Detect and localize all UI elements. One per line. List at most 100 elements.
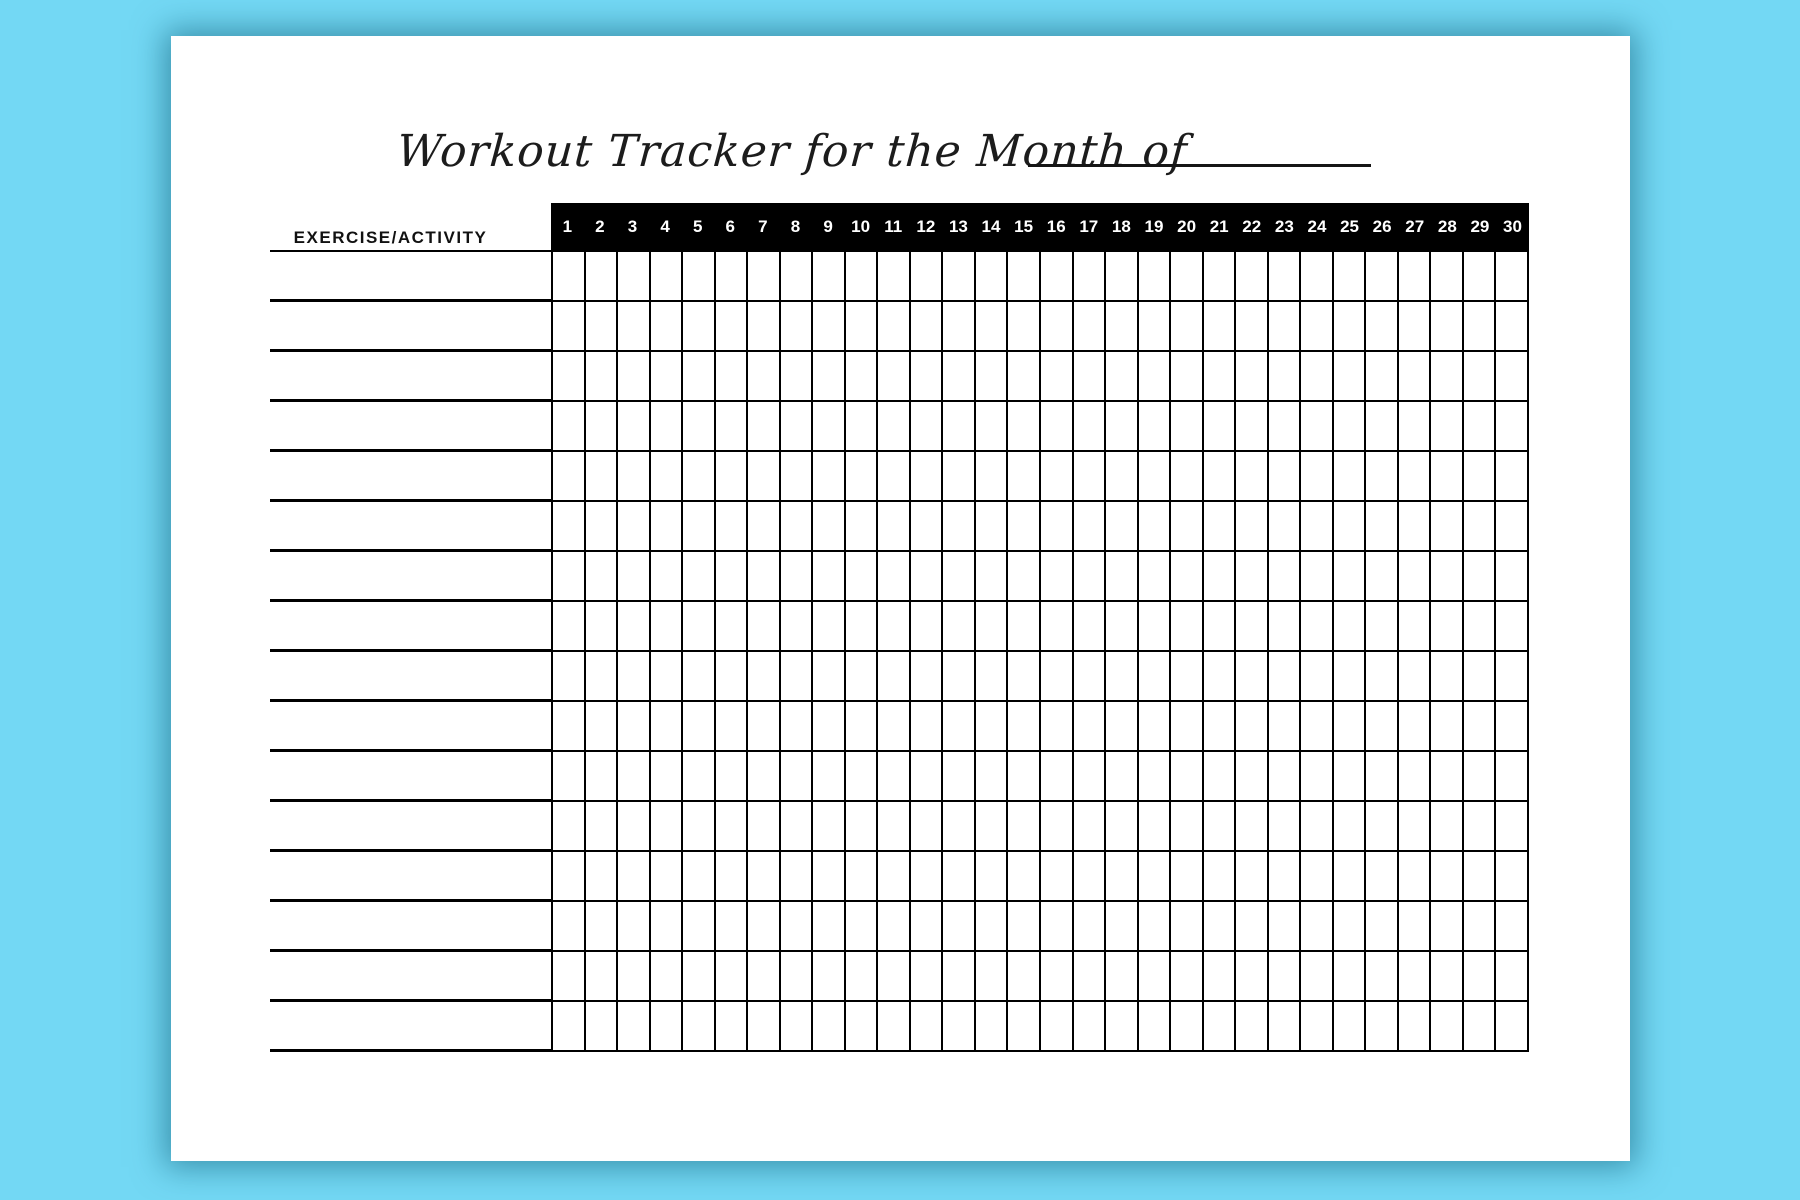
day-cell[interactable]	[1268, 552, 1302, 602]
day-cell[interactable]	[1301, 952, 1334, 1002]
day-cell[interactable]	[1366, 652, 1399, 702]
day-cell[interactable]	[910, 502, 944, 552]
day-cell[interactable]	[1073, 952, 1107, 1002]
day-cell[interactable]	[650, 752, 684, 802]
day-cell[interactable]	[1268, 502, 1302, 552]
day-cell[interactable]	[553, 302, 586, 352]
day-cell[interactable]	[650, 552, 684, 602]
day-cell[interactable]	[1203, 852, 1237, 902]
day-cell[interactable]	[845, 852, 879, 902]
day-cell[interactable]	[813, 902, 846, 952]
day-cell[interactable]	[1398, 252, 1432, 302]
day-cell[interactable]	[748, 802, 781, 852]
day-cell[interactable]	[1463, 552, 1497, 602]
day-cell[interactable]	[1106, 952, 1139, 1002]
day-cell[interactable]	[1268, 652, 1302, 702]
day-cell[interactable]	[1040, 452, 1074, 502]
day-cell[interactable]	[1496, 902, 1529, 952]
day-cell[interactable]	[845, 252, 879, 302]
day-cell[interactable]	[1463, 602, 1497, 652]
day-cell[interactable]	[1463, 802, 1497, 852]
day-cell[interactable]	[1138, 1002, 1172, 1052]
day-cell[interactable]	[748, 952, 781, 1002]
day-cell[interactable]	[715, 902, 749, 952]
day-cell[interactable]	[1171, 952, 1204, 1002]
day-cell[interactable]	[1106, 852, 1139, 902]
day-cell[interactable]	[1463, 902, 1497, 952]
day-cell[interactable]	[1138, 452, 1172, 502]
day-cell[interactable]	[910, 402, 944, 452]
day-cell[interactable]	[943, 1002, 976, 1052]
day-cell[interactable]	[715, 602, 749, 652]
day-cell[interactable]	[683, 452, 716, 502]
day-cell[interactable]	[1236, 802, 1269, 852]
day-cell[interactable]	[943, 552, 976, 602]
day-cell[interactable]	[1268, 352, 1302, 402]
day-cell[interactable]	[1073, 402, 1107, 452]
day-cell[interactable]	[1171, 1002, 1204, 1052]
day-cell[interactable]	[1301, 652, 1334, 702]
day-cell[interactable]	[650, 302, 684, 352]
day-cell[interactable]	[1301, 402, 1334, 452]
day-cell[interactable]	[650, 652, 684, 702]
day-cell[interactable]	[1398, 402, 1432, 452]
exercise-name-field[interactable]	[270, 852, 551, 902]
day-cell[interactable]	[1333, 452, 1367, 502]
day-cell[interactable]	[878, 802, 911, 852]
day-cell[interactable]	[683, 702, 716, 752]
day-cell[interactable]	[1236, 452, 1269, 502]
day-cell[interactable]	[910, 602, 944, 652]
day-cell[interactable]	[1333, 502, 1367, 552]
day-cell[interactable]	[943, 652, 976, 702]
day-cell[interactable]	[618, 452, 651, 502]
day-cell[interactable]	[1008, 352, 1041, 402]
day-cell[interactable]	[780, 1002, 814, 1052]
day-cell[interactable]	[1398, 652, 1432, 702]
day-cell[interactable]	[910, 1002, 944, 1052]
day-cell[interactable]	[943, 902, 976, 952]
day-cell[interactable]	[1333, 952, 1367, 1002]
day-cell[interactable]	[618, 952, 651, 1002]
day-cell[interactable]	[1398, 852, 1432, 902]
day-cell[interactable]	[813, 652, 846, 702]
day-cell[interactable]	[553, 1002, 586, 1052]
day-cell[interactable]	[1106, 652, 1139, 702]
day-cell[interactable]	[813, 602, 846, 652]
day-cell[interactable]	[1106, 352, 1139, 402]
day-cell[interactable]	[813, 752, 846, 802]
day-cell[interactable]	[975, 702, 1009, 752]
day-cell[interactable]	[1431, 802, 1464, 852]
day-cell[interactable]	[780, 802, 814, 852]
day-cell[interactable]	[1366, 1002, 1399, 1052]
day-cell[interactable]	[1398, 1002, 1432, 1052]
day-cell[interactable]	[683, 652, 716, 702]
day-cell[interactable]	[1040, 852, 1074, 902]
day-cell[interactable]	[780, 252, 814, 302]
day-cell[interactable]	[1268, 402, 1302, 452]
day-cell[interactable]	[1496, 302, 1529, 352]
day-cell[interactable]	[878, 1002, 911, 1052]
day-cell[interactable]	[1040, 502, 1074, 552]
day-cell[interactable]	[618, 602, 651, 652]
day-cell[interactable]	[1236, 302, 1269, 352]
day-cell[interactable]	[1008, 952, 1041, 1002]
day-cell[interactable]	[715, 302, 749, 352]
day-cell[interactable]	[1463, 952, 1497, 1002]
day-cell[interactable]	[780, 752, 814, 802]
day-cell[interactable]	[845, 952, 879, 1002]
day-cell[interactable]	[813, 502, 846, 552]
day-cell[interactable]	[1333, 802, 1367, 852]
day-cell[interactable]	[1366, 352, 1399, 402]
exercise-name-field[interactable]	[270, 502, 551, 552]
day-cell[interactable]	[618, 802, 651, 852]
day-cell[interactable]	[683, 1002, 716, 1052]
day-cell[interactable]	[1138, 702, 1172, 752]
day-cell[interactable]	[585, 252, 619, 302]
day-cell[interactable]	[1398, 902, 1432, 952]
day-cell[interactable]	[1106, 902, 1139, 952]
day-cell[interactable]	[1040, 552, 1074, 602]
day-cell[interactable]	[715, 852, 749, 902]
day-cell[interactable]	[780, 702, 814, 752]
day-cell[interactable]	[1073, 652, 1107, 702]
day-cell[interactable]	[1301, 902, 1334, 952]
